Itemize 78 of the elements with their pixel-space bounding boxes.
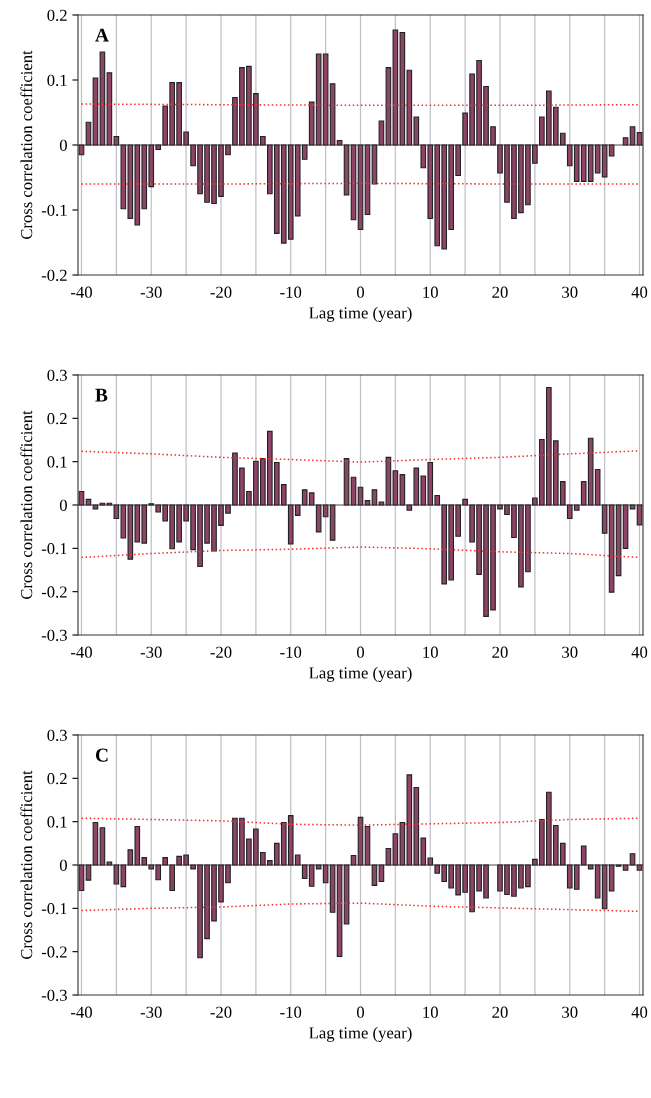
bar: [350, 476, 357, 506]
y-tick-label: 0.1: [47, 816, 67, 828]
x-tick-label: 0: [356, 1006, 365, 1018]
y-tick-label: 0: [59, 499, 67, 511]
bar: [364, 825, 371, 866]
bar: [636, 504, 643, 526]
x-tick-label: -30: [140, 286, 162, 298]
x-tick-label: 0: [356, 286, 365, 298]
x-tick-label: -20: [210, 1006, 232, 1018]
x-tick-label: 10: [423, 1006, 438, 1018]
x-tick-label: 10: [423, 286, 438, 298]
bar: [636, 864, 643, 871]
x-tick-label: 30: [562, 286, 578, 298]
bar: [629, 853, 636, 866]
y-tick-label: 0.1: [47, 74, 67, 87]
bar: [636, 132, 643, 146]
bar: [622, 137, 629, 146]
x-tick-label: -20: [210, 286, 232, 298]
x-tick-label: -30: [140, 1006, 162, 1018]
bar: [85, 864, 92, 881]
y-tick-label: -0.2: [41, 586, 67, 598]
y-tick-label: 0.3: [47, 369, 67, 382]
x-tick-label: 10: [423, 646, 438, 658]
bar: [85, 121, 92, 146]
y-tick-label: -0.3: [41, 989, 67, 1002]
bar: [343, 864, 350, 925]
y-tick-label: 0.2: [47, 9, 67, 22]
x-tick-label: 20: [492, 646, 508, 658]
bar: [78, 144, 85, 156]
x-tick-label: 20: [492, 286, 508, 298]
x-axis-title: Lag time (year): [309, 666, 412, 682]
x-tick-label: 40: [631, 286, 648, 298]
bar: [78, 864, 85, 892]
x-tick-label: 30: [562, 646, 578, 658]
y-tick-label: 0.2: [47, 413, 67, 425]
bar: [343, 144, 350, 196]
x-axis-title: Lag time (year): [309, 1026, 412, 1042]
y-axis-title: Cross correlation coefficient: [20, 770, 33, 960]
x-tick-label: -40: [71, 1006, 92, 1018]
annotation: A: [95, 28, 109, 42]
bar: [371, 489, 378, 506]
y-tick-label: 0: [59, 859, 67, 871]
x-tick-label: 30: [562, 1006, 578, 1018]
x-tick-label: -40: [71, 286, 92, 298]
annotation: C: [95, 748, 108, 762]
y-tick-label: -0.1: [41, 543, 67, 555]
bar: [357, 486, 364, 506]
y-tick-label: 0.2: [47, 773, 67, 785]
x-tick-label: 40: [631, 1006, 648, 1018]
y-tick-label: -0.2: [41, 946, 67, 958]
x-tick-label: -10: [280, 1006, 302, 1018]
bar: [629, 504, 636, 510]
y-tick-label: -0.2: [41, 269, 67, 282]
bar: [371, 864, 378, 886]
x-tick-label: -10: [280, 286, 302, 298]
x-tick-label: -10: [280, 646, 302, 658]
bar: [364, 500, 371, 506]
y-tick-label: 0.3: [47, 729, 67, 742]
annotation: B: [95, 388, 108, 402]
y-tick-label: -0.3: [41, 629, 67, 642]
x-tick-label: 40: [631, 646, 648, 658]
y-tick-label: 0: [59, 139, 67, 151]
y-axis-title: Cross correlation coefficient: [20, 50, 33, 240]
x-tick-label: -40: [71, 646, 92, 658]
y-tick-label: 0.1: [47, 456, 67, 468]
bar: [350, 854, 357, 866]
bar: [371, 144, 378, 185]
y-axis-title: Cross correlation coefficient: [20, 410, 33, 600]
bar: [629, 126, 636, 146]
x-tick-label: -30: [140, 646, 162, 658]
y-tick-label: -0.1: [41, 903, 67, 915]
bar: [78, 491, 85, 506]
x-tick-label: 20: [492, 1006, 508, 1018]
bar: [85, 498, 92, 506]
y-tick-label: -0.1: [41, 204, 67, 217]
x-tick-label: 0: [356, 646, 365, 658]
x-tick-label: -20: [210, 646, 232, 658]
x-axis-title: Lag time (year): [309, 306, 412, 322]
